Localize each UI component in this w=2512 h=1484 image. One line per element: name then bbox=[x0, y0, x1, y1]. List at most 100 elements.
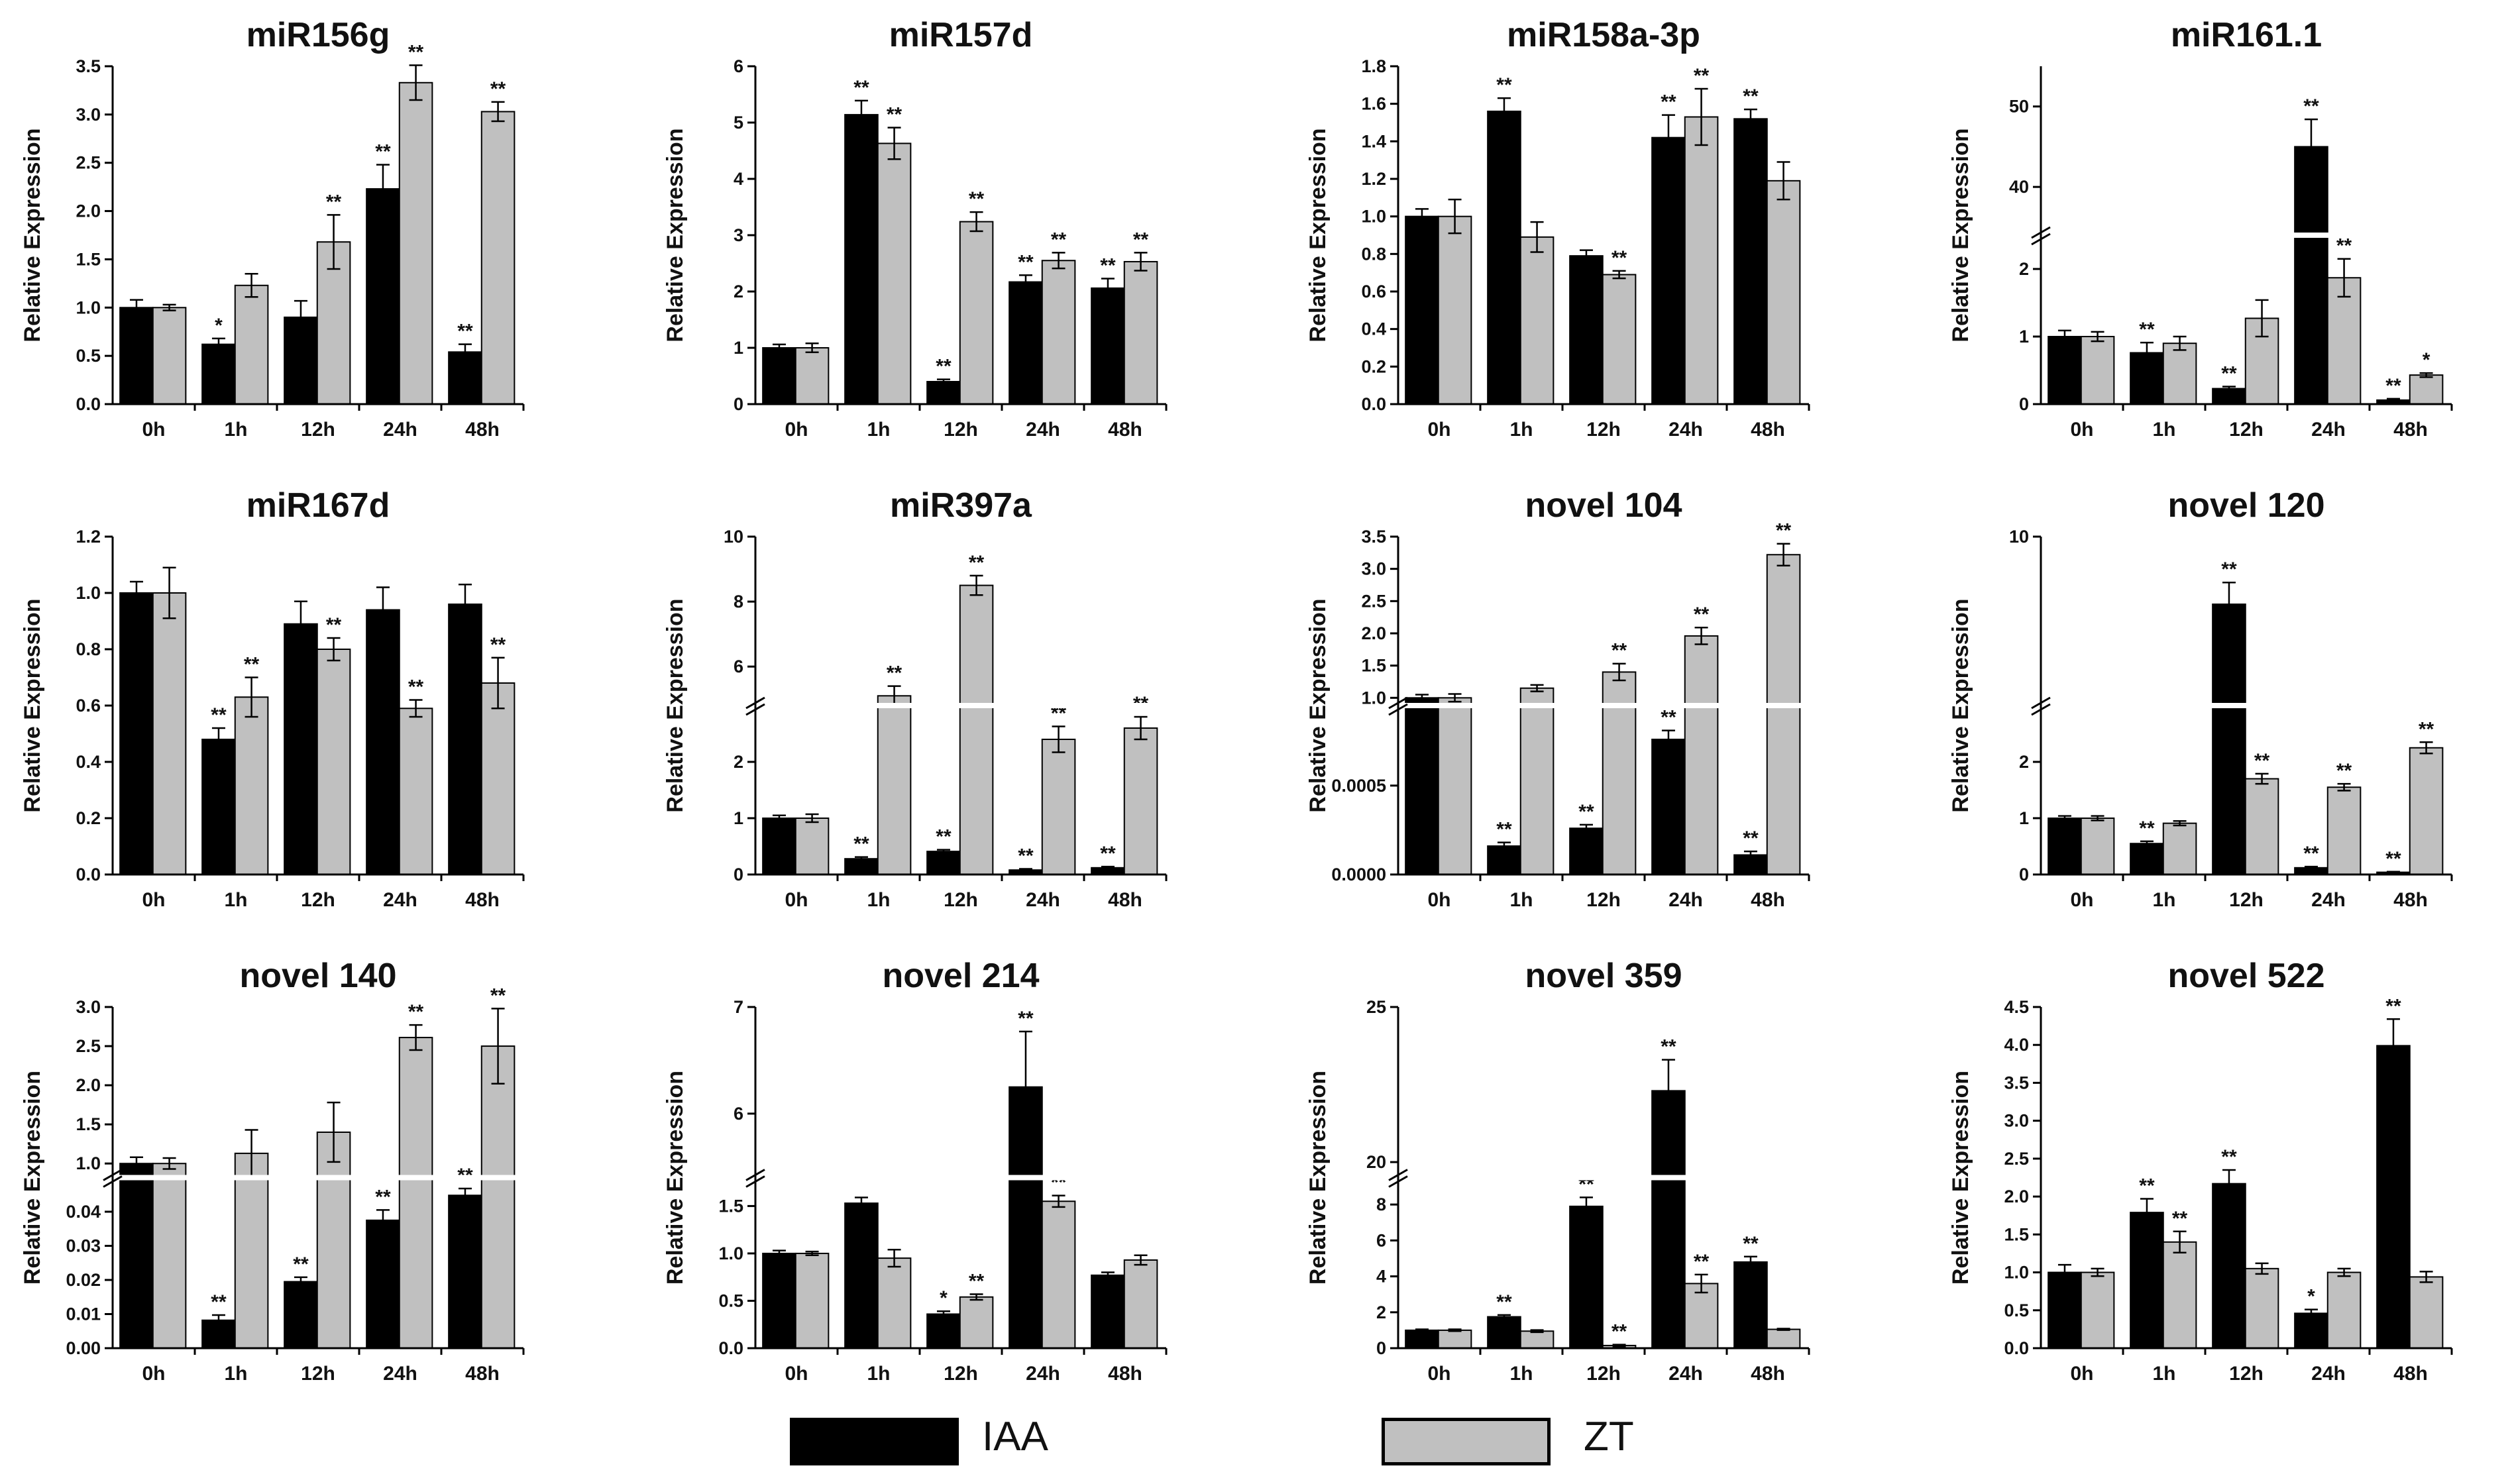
significance-mark: ** bbox=[408, 1001, 424, 1023]
panel-title: miR397a bbox=[890, 486, 1032, 525]
x-tick-label: 1h bbox=[1509, 419, 1533, 441]
bar-zt-48h bbox=[1766, 554, 1801, 875]
bar-zt-1h bbox=[2162, 343, 2197, 405]
bar-iaa-12h bbox=[926, 851, 961, 876]
significance-mark: ** bbox=[2385, 995, 2401, 1017]
bar-zt-0h bbox=[2080, 336, 2115, 405]
bar-zt-24h bbox=[1684, 635, 1719, 875]
bar-zt-24h bbox=[398, 708, 433, 875]
y-axis-label: Relative Expression bbox=[1948, 128, 1973, 342]
y-tick-label: 8 bbox=[1376, 1194, 1386, 1214]
x-tick-label: 24h bbox=[2311, 889, 2346, 911]
x-tick-label: 12h bbox=[1586, 419, 1621, 441]
x-tick-label: 1h bbox=[224, 1363, 247, 1385]
panel-title: novel 359 bbox=[1525, 957, 1682, 995]
bar-iaa-48h bbox=[1091, 1274, 1125, 1349]
significance-mark: ** bbox=[1496, 819, 1512, 841]
y-tick-label: 2.5 bbox=[1361, 591, 1386, 611]
significance-mark: ** bbox=[1661, 91, 1676, 113]
x-tick-label: 12h bbox=[944, 1363, 978, 1385]
y-tick-label: 8 bbox=[734, 592, 743, 611]
significance-mark: ** bbox=[853, 833, 869, 855]
bar-iaa-1h bbox=[2130, 1212, 2164, 1349]
y-tick-label: 25 bbox=[1366, 997, 1386, 1017]
axis-break-gap bbox=[2044, 703, 2454, 708]
bar-iaa-24h bbox=[366, 188, 400, 405]
significance-mark: ** bbox=[2221, 1146, 2237, 1168]
significance-mark: ** bbox=[1611, 247, 1627, 269]
y-tick-label: 0.6 bbox=[1361, 282, 1386, 301]
x-tick-label: 48h bbox=[465, 889, 500, 911]
bar-iaa-24h bbox=[1651, 136, 1686, 405]
panel-mir157d: miR157d Relative Expression 0 1 2 3 4 5 6 0h ** ** 1… bbox=[663, 16, 1168, 441]
bar-iaa-0h bbox=[2048, 818, 2082, 875]
y-tick-label: 1 bbox=[734, 808, 743, 828]
bar-zt-24h bbox=[398, 1037, 433, 1349]
y-tick-label: 10 bbox=[2009, 527, 2029, 547]
y-tick-label: 0 bbox=[2019, 865, 2029, 884]
axis-break-gap bbox=[758, 703, 1169, 708]
bar-iaa-48h bbox=[1733, 1261, 1768, 1350]
y-tick-label: 0.8 bbox=[76, 639, 101, 659]
y-tick-label: 1.0 bbox=[76, 1153, 101, 1173]
significance-mark: ** bbox=[2221, 558, 2237, 580]
x-tick-label: 48h bbox=[1108, 419, 1142, 441]
panel-title: novel 214 bbox=[882, 957, 1039, 995]
significance-mark: ** bbox=[293, 1253, 309, 1275]
y-tick-label: 1.0 bbox=[76, 297, 101, 317]
bar-iaa-24h bbox=[1009, 281, 1043, 405]
significance-mark: ** bbox=[936, 826, 952, 848]
bar-iaa-0h bbox=[762, 818, 796, 875]
significance-mark: ** bbox=[2139, 319, 2155, 341]
x-tick-label: 12h bbox=[944, 889, 978, 911]
y-tick-label: 1.0 bbox=[76, 583, 101, 603]
x-tick-label: 48h bbox=[2393, 1363, 2428, 1385]
significance-mark: * bbox=[215, 315, 223, 337]
significance-mark: ** bbox=[326, 191, 342, 213]
panel-mir167d: miR167d Relative Expression 0.0 0.2 0.4 0.6 0.… bbox=[20, 486, 525, 911]
x-tick-label: 0h bbox=[2070, 889, 2093, 911]
x-tick-label: 0h bbox=[1427, 889, 1450, 911]
bar-iaa-12h bbox=[1569, 827, 1604, 876]
significance-mark: ** bbox=[1100, 843, 1116, 865]
y-tick-label: 1.6 bbox=[1361, 94, 1386, 114]
y-tick-label: 3.0 bbox=[2004, 1111, 2029, 1131]
significance-mark: * bbox=[940, 1287, 948, 1309]
y-tick-label: 4.0 bbox=[2004, 1035, 2029, 1055]
x-tick-label: 24h bbox=[1026, 1363, 1060, 1385]
x-tick-label: 1h bbox=[224, 419, 247, 441]
y-tick-label: 6 bbox=[1376, 1230, 1386, 1250]
significance-mark: ** bbox=[2221, 362, 2237, 384]
y-tick-label: 2.0 bbox=[1361, 623, 1386, 643]
significance-mark: ** bbox=[211, 704, 227, 726]
x-tick-label: 48h bbox=[2393, 889, 2428, 911]
y-tick-label: 2.0 bbox=[2004, 1187, 2029, 1206]
legend-label-zt: ZT bbox=[1584, 1414, 1634, 1459]
bar-iaa-0h bbox=[119, 592, 154, 875]
x-tick-label: 24h bbox=[2311, 1363, 2346, 1385]
bar-iaa-48h bbox=[448, 604, 482, 875]
bar-iaa-48h bbox=[2376, 1045, 2411, 1350]
y-tick-label: 0.04 bbox=[66, 1202, 101, 1222]
y-tick-label: 5 bbox=[734, 113, 743, 132]
significance-mark: ** bbox=[887, 662, 902, 684]
axis-break-gap bbox=[1401, 703, 1812, 708]
bar-zt-12h bbox=[2244, 778, 2279, 875]
bar-zt-12h bbox=[1602, 671, 1637, 876]
x-tick-label: 12h bbox=[1586, 1363, 1621, 1385]
x-tick-label: 24h bbox=[1026, 419, 1060, 441]
panel-title: miR167d bbox=[246, 486, 390, 525]
x-tick-label: 1h bbox=[2152, 1363, 2175, 1385]
significance-mark: ** bbox=[1018, 845, 1034, 867]
panel-novel-104: novel 104 Relative Expression 0.0000 0.0005… bbox=[1305, 486, 1812, 911]
y-tick-label: 2.5 bbox=[2004, 1149, 2029, 1169]
y-tick-label: 2 bbox=[734, 752, 743, 772]
bar-iaa-24h bbox=[2294, 1312, 2328, 1350]
x-tick-label: 48h bbox=[1751, 1363, 1785, 1385]
significance-mark: ** bbox=[490, 984, 506, 1006]
significance-mark: ** bbox=[969, 188, 985, 210]
panel-mir156g: miR156g Relative Expression 0.0 0.5 1.0 1.5 2.… bbox=[20, 16, 525, 441]
panel-title: novel 120 bbox=[2167, 486, 2324, 525]
x-tick-label: 12h bbox=[2229, 419, 2264, 441]
x-tick-label: 0h bbox=[785, 1363, 808, 1385]
